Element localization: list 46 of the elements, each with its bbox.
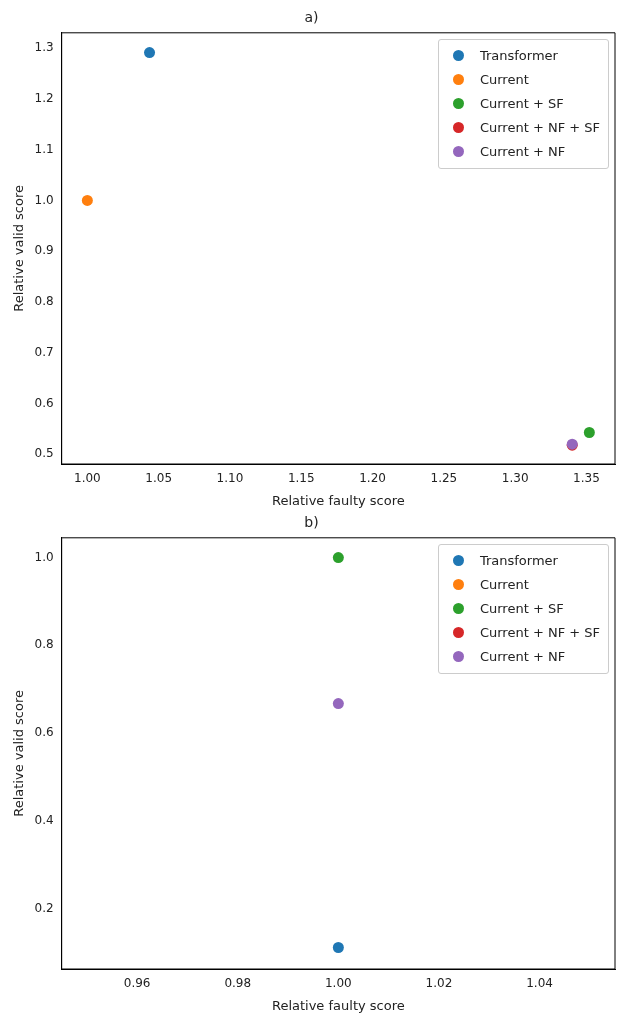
y-tick-label: 1.3 (34, 40, 54, 55)
x-tick-label: 1.30 (501, 471, 529, 486)
chart-title: a) (304, 9, 319, 26)
legend-label: Current + NF (479, 649, 566, 665)
y-tick-label: 1.0 (34, 549, 54, 564)
x-tick-label: 1.25 (430, 471, 458, 486)
y-tick-label: 1.1 (34, 141, 54, 156)
y-axis-title: Relative valid score (11, 185, 27, 312)
x-tick-label: 1.15 (287, 471, 315, 486)
x-tick-label: 1.05 (145, 471, 173, 486)
y-tick-label: 1.2 (34, 90, 54, 105)
legend-label: Transformer (479, 553, 558, 569)
x-tick-label: 1.10 (216, 471, 244, 486)
legend-label: Transformer (479, 48, 558, 64)
point (81, 194, 93, 206)
legend-label: Current + SF (479, 96, 564, 112)
x-tick-label: 0.96 (123, 976, 151, 991)
y-tick-label: 0.9 (34, 243, 54, 258)
point (144, 47, 156, 59)
x-tick-label: 1.35 (573, 471, 600, 486)
x-tick-label: 1.00 (324, 976, 352, 991)
y-tick-label: 1.0 (34, 192, 54, 207)
y-axis-title: Relative valid score (11, 690, 27, 817)
x-tick-label: 1.20 (359, 471, 386, 486)
y-tick-label: 0.7 (34, 344, 54, 359)
chart-title: b) (304, 514, 319, 531)
point (583, 427, 595, 439)
x-tick-label: 1.02 (425, 976, 453, 991)
y-tick-label: 0.6 (34, 395, 54, 410)
y-tick-label: 0.5 (34, 446, 54, 461)
legend-label: Current + NF + SF (479, 120, 600, 136)
y-tick-label: 0.2 (34, 900, 54, 915)
y-tick-label: 0.8 (34, 294, 54, 309)
legend-label: Current (479, 72, 529, 88)
x-tick-label: 1.04 (526, 976, 553, 991)
legend-label: Current + NF (479, 144, 566, 160)
x-axis-title: Relative faulty score (271, 492, 405, 508)
x-tick-label: 1.00 (73, 471, 101, 486)
legend-label: Current + SF (479, 601, 564, 617)
legend-label: Current (479, 577, 529, 593)
x-tick-label: 0.98 (224, 976, 252, 991)
x-axis-title: Relative faulty score (271, 997, 405, 1013)
y-tick-label: 0.6 (34, 725, 54, 740)
y-tick-label: 0.4 (34, 812, 54, 827)
y-tick-label: 0.8 (34, 637, 54, 652)
legend-label: Current + NF + SF (479, 625, 600, 641)
